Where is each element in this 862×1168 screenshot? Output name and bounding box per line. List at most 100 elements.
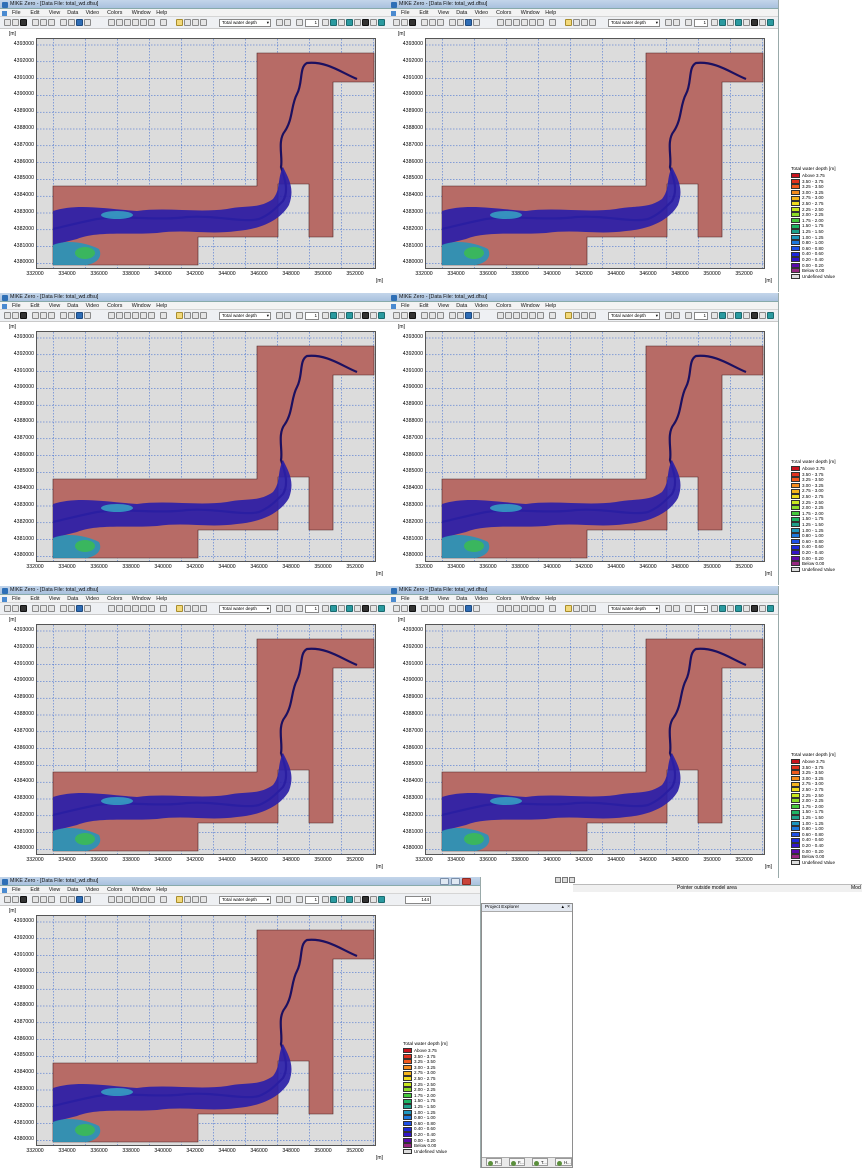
menu-help[interactable]: Help	[156, 886, 168, 893]
open-file-icon[interactable]	[12, 19, 19, 26]
zoom-box-icon[interactable]	[513, 312, 520, 319]
map-plot-area[interactable]	[36, 624, 376, 855]
profile-icon[interactable]	[192, 605, 199, 612]
play-back-icon[interactable]	[354, 605, 361, 612]
properties-icon[interactable]	[68, 19, 75, 26]
play-back-icon[interactable]	[743, 312, 750, 319]
zoom-box-icon[interactable]	[124, 605, 131, 612]
prev-item-icon[interactable]	[673, 605, 680, 612]
undo-icon[interactable]	[84, 605, 91, 612]
prev-item-icon[interactable]	[673, 19, 680, 26]
map-plot-area[interactable]	[36, 915, 376, 1146]
menu-data[interactable]: Data	[456, 595, 468, 602]
cut-icon[interactable]	[32, 896, 39, 903]
profile-icon[interactable]	[192, 896, 199, 903]
properties-icon[interactable]	[457, 19, 464, 26]
menu-edit[interactable]: Edit	[30, 302, 40, 309]
undo-icon[interactable]	[473, 312, 480, 319]
open-file-icon[interactable]	[401, 19, 408, 26]
play-back-icon[interactable]	[354, 312, 361, 319]
zoom-extent-icon[interactable]	[132, 312, 139, 319]
zoom-box-icon[interactable]	[513, 19, 520, 26]
refresh-icon[interactable]	[296, 896, 303, 903]
properties-icon[interactable]	[457, 312, 464, 319]
query-icon[interactable]	[589, 605, 596, 612]
select-pointer-icon[interactable]	[565, 19, 572, 26]
query-icon[interactable]	[200, 19, 207, 26]
menu-window[interactable]: Window	[131, 595, 151, 602]
zoom-extent-icon[interactable]	[521, 312, 528, 319]
stop-icon[interactable]	[362, 19, 369, 26]
menu-data[interactable]: Data	[456, 302, 468, 309]
info-icon[interactable]	[76, 896, 83, 903]
menu-help[interactable]: Help	[156, 302, 168, 309]
rotate-icon[interactable]	[148, 896, 155, 903]
menu-data[interactable]: Data	[456, 9, 468, 16]
zoom-in-icon[interactable]	[108, 605, 115, 612]
contour-icon[interactable]	[338, 605, 345, 612]
print-icon[interactable]	[60, 896, 67, 903]
info-icon[interactable]	[76, 312, 83, 319]
map-plot-area[interactable]	[425, 38, 765, 269]
stop-icon[interactable]	[362, 896, 369, 903]
first-item-icon[interactable]	[276, 896, 283, 903]
map-plot-area[interactable]	[425, 331, 765, 562]
zoom-box-icon[interactable]	[124, 896, 131, 903]
refresh-icon[interactable]	[685, 19, 692, 26]
menu-file[interactable]: File	[12, 886, 21, 893]
contour-icon[interactable]	[727, 19, 734, 26]
menu-data[interactable]: Data	[67, 595, 79, 602]
contour-icon[interactable]	[338, 19, 345, 26]
new-file-icon[interactable]	[4, 19, 11, 26]
menu-video[interactable]: Video	[474, 302, 489, 309]
save-icon[interactable]	[20, 312, 27, 319]
grid-icon[interactable]	[160, 605, 167, 612]
save-icon[interactable]	[20, 19, 27, 26]
menu-colors[interactable]: Colors	[107, 302, 123, 309]
copy-icon[interactable]	[40, 312, 47, 319]
query-icon[interactable]	[200, 605, 207, 612]
open-file-icon[interactable]	[401, 605, 408, 612]
open-file-icon[interactable]	[401, 312, 408, 319]
zoom-out-icon[interactable]	[505, 312, 512, 319]
minimize-button[interactable]	[440, 878, 449, 885]
explorer-tab[interactable]: T...	[532, 1158, 548, 1166]
item-select-dropdown[interactable]: Total water depth ▾	[219, 895, 271, 904]
undo-icon[interactable]	[473, 605, 480, 612]
menu-video[interactable]: Video	[85, 302, 100, 309]
rotate-icon[interactable]	[537, 19, 544, 26]
menu-help[interactable]: Help	[545, 9, 557, 16]
item-select-dropdown[interactable]: Total water depth ▾	[219, 18, 271, 27]
menu-window[interactable]: Window	[520, 9, 540, 16]
menu-colors[interactable]: Colors	[107, 886, 123, 893]
query-icon[interactable]	[200, 896, 207, 903]
cut-icon[interactable]	[421, 19, 428, 26]
menu-video[interactable]: Video	[474, 9, 489, 16]
zoom-in-icon[interactable]	[108, 896, 115, 903]
item-select-dropdown[interactable]: Total water depth ▾	[219, 311, 271, 320]
filter-icon[interactable]	[719, 312, 726, 319]
menu-colors[interactable]: Colors	[496, 302, 512, 309]
menu-window[interactable]: Window	[131, 9, 151, 16]
undo-icon[interactable]	[84, 312, 91, 319]
menu-edit[interactable]: Edit	[419, 302, 429, 309]
step-last-icon[interactable]	[378, 896, 385, 903]
paste-icon[interactable]	[48, 605, 55, 612]
menu-help[interactable]: Help	[545, 595, 557, 602]
step-last-icon[interactable]	[378, 605, 385, 612]
contour-icon[interactable]	[727, 312, 734, 319]
cut-icon[interactable]	[32, 312, 39, 319]
menu-video[interactable]: Video	[85, 9, 100, 16]
select-pointer-icon[interactable]	[176, 605, 183, 612]
new-file-icon[interactable]	[4, 312, 11, 319]
info-icon[interactable]	[465, 605, 472, 612]
pan-icon[interactable]	[529, 605, 536, 612]
filter-icon[interactable]	[330, 19, 337, 26]
zoom-out-icon[interactable]	[116, 19, 123, 26]
step-first-icon[interactable]	[711, 19, 718, 26]
menu-file[interactable]: File	[12, 302, 21, 309]
zoom-out-icon[interactable]	[505, 605, 512, 612]
menu-file[interactable]: File	[12, 595, 21, 602]
measure-icon[interactable]	[573, 312, 580, 319]
properties-icon[interactable]	[68, 605, 75, 612]
